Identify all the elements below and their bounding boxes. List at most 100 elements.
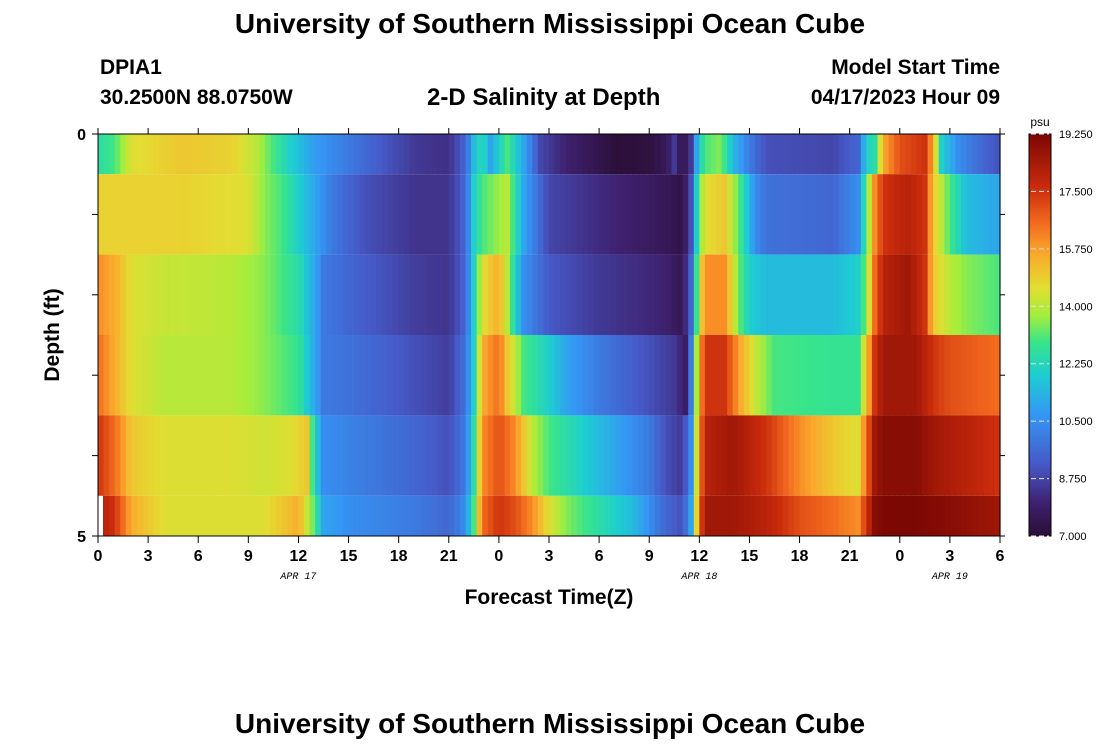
- heatmap-cell: [226, 254, 233, 335]
- heatmap-cell: [621, 415, 628, 496]
- heatmap-cell: [871, 174, 879, 255]
- heatmap-cell: [972, 495, 979, 536]
- heatmap-cell: [810, 415, 817, 496]
- heatmap-cell: [515, 415, 522, 496]
- heatmap-cell: [393, 335, 400, 416]
- heatmap-cell: [972, 335, 979, 416]
- heatmap-cell: [292, 335, 300, 416]
- heatmap-cell: [727, 134, 734, 175]
- heatmap-cell: [849, 174, 856, 255]
- heatmap-cell: [888, 254, 895, 335]
- y-tick-label: 5: [77, 529, 86, 546]
- heatmap-cell: [771, 495, 778, 536]
- heatmap-cell: [994, 415, 1001, 496]
- heatmap-cell: [504, 174, 511, 255]
- heatmap-cell: [654, 415, 661, 496]
- heatmap-cell: [654, 495, 661, 536]
- heatmap-cell: [621, 495, 628, 536]
- heatmap-cell: [760, 335, 767, 416]
- heatmap-cell: [515, 335, 522, 416]
- heatmap-cell: [716, 134, 723, 175]
- heatmap-cell: [665, 415, 673, 496]
- heatmap-cell: [159, 134, 166, 175]
- heatmap-cell: [370, 174, 377, 255]
- heatmap-cell: [738, 495, 745, 536]
- heatmap-cell: [220, 174, 227, 255]
- heatmap-cell: [404, 254, 411, 335]
- heatmap-cell: [471, 254, 478, 335]
- heatmap-cell: [270, 254, 277, 335]
- heatmap-cell: [214, 174, 222, 255]
- heatmap-cell: [459, 415, 467, 496]
- heatmap-cell: [771, 254, 778, 335]
- heatmap-cell: [966, 335, 973, 416]
- heatmap-cell: [860, 134, 867, 175]
- heatmap-cell: [237, 495, 244, 536]
- heatmap-cell: [437, 254, 444, 335]
- heatmap-cell: [153, 254, 160, 335]
- heatmap-cell: [704, 495, 712, 536]
- heatmap-cell: [554, 495, 561, 536]
- heatmap-cell: [443, 134, 450, 175]
- heatmap-cell: [131, 254, 138, 335]
- heatmap-cell: [281, 415, 288, 496]
- heatmap-cell: [688, 495, 695, 536]
- heatmap-cell: [821, 415, 828, 496]
- heatmap-cell: [515, 134, 522, 175]
- heatmap-cell: [381, 254, 389, 335]
- heatmap-cell: [966, 495, 973, 536]
- heatmap-cell: [933, 415, 940, 496]
- heatmap-cell: [114, 415, 121, 496]
- heatmap-cell: [465, 335, 472, 416]
- heatmap-cell: [398, 335, 405, 416]
- heatmap-cell: [793, 415, 801, 496]
- heatmap-cell: [849, 335, 856, 416]
- heatmap-cell: [326, 254, 333, 335]
- heatmap-cell: [342, 495, 350, 536]
- heatmap-cell: [905, 495, 912, 536]
- heatmap-cell: [198, 174, 205, 255]
- heatmap-cell: [253, 134, 261, 175]
- heatmap-cell: [777, 335, 784, 416]
- heatmap-cell: [253, 415, 261, 496]
- heatmap-cell: [716, 335, 723, 416]
- heatmap-cell: [832, 415, 840, 496]
- heatmap-cell: [432, 415, 439, 496]
- heatmap-cell: [604, 134, 611, 175]
- heatmap-cell: [148, 174, 155, 255]
- heatmap-cell: [387, 335, 394, 416]
- heatmap-cell: [248, 174, 255, 255]
- heatmap-cell: [738, 254, 745, 335]
- heatmap-cell: [370, 415, 377, 496]
- heatmap-cell: [287, 415, 294, 496]
- heatmap-cell: [409, 495, 416, 536]
- heatmap-cell: [632, 174, 639, 255]
- heatmap-cell: [226, 415, 233, 496]
- heatmap-cell: [610, 254, 617, 335]
- heatmap-cell: [860, 254, 867, 335]
- heatmap-cell: [615, 174, 622, 255]
- heatmap-cell: [944, 415, 951, 496]
- heatmap-cell: [532, 335, 539, 416]
- heatmap-cell: [977, 495, 984, 536]
- heatmap-cell: [916, 415, 923, 496]
- heatmap-cell: [387, 495, 394, 536]
- heatmap-cell: [359, 415, 366, 496]
- heatmap-cell: [972, 134, 979, 175]
- y-axis: 05: [77, 127, 1005, 546]
- heatmap-cell: [766, 495, 773, 536]
- heatmap-cell: [543, 254, 550, 335]
- heatmap-cell: [170, 134, 177, 175]
- heatmap-cell: [849, 495, 856, 536]
- heatmap-cell: [482, 335, 489, 416]
- heatmap-cell: [237, 134, 244, 175]
- heatmap-cell: [716, 174, 723, 255]
- heatmap-cell: [326, 335, 333, 416]
- heatmap-cell: [342, 335, 350, 416]
- heatmap-cell: [120, 335, 127, 416]
- heatmap-cell: [298, 415, 305, 496]
- x-tick-label: 3: [945, 548, 954, 565]
- heatmap-cell: [782, 415, 790, 496]
- heatmap-cell: [877, 415, 884, 496]
- heatmap-cell: [961, 415, 968, 496]
